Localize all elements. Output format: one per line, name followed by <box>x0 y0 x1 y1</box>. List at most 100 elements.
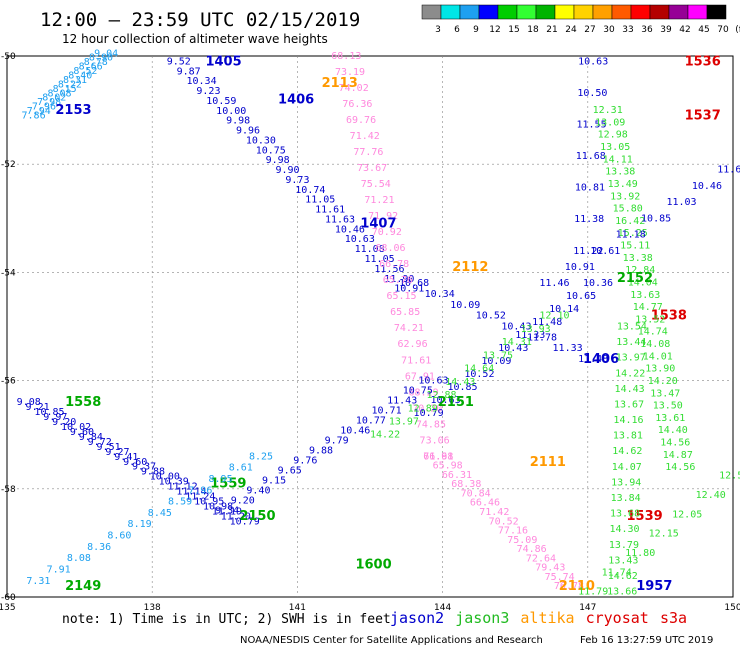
swh-value: 74.21 <box>394 323 424 334</box>
swh-value: 10.74 <box>295 185 325 196</box>
swh-value: 10.59 <box>206 96 236 107</box>
swh-value: 74.02 <box>339 83 369 94</box>
track-1957: 1957 <box>636 579 672 594</box>
swh-value: 11.68 <box>576 151 606 162</box>
swh-value: 14.56 <box>665 462 695 473</box>
swh-value: 10.14 <box>549 304 579 315</box>
swh-value: 10.95 <box>194 496 224 507</box>
swh-value: 10.52 <box>464 369 494 380</box>
colorbar-label: 12 <box>489 25 500 35</box>
swh-value: 7.94 <box>27 106 51 117</box>
swh-value: 8.36 <box>87 542 111 553</box>
pass-label: 2153 <box>55 103 91 118</box>
swh-value: 11.43 <box>387 396 417 407</box>
swh-value: 8.31 <box>63 75 87 86</box>
x-tick-label: 144 <box>434 603 451 613</box>
swh-value: 10.50 <box>577 88 607 99</box>
swh-value: 16.42 <box>615 216 645 227</box>
swh-value: 13.49 <box>608 179 638 190</box>
pass-label: 1538 <box>651 309 687 324</box>
swh-value: 13.61 <box>655 413 685 424</box>
swh-value: 8.61 <box>229 463 253 474</box>
swh-value: 13.67 <box>614 399 644 410</box>
colorbar-swatch <box>516 4 537 20</box>
mission-jason3: jason3 <box>455 609 509 627</box>
swh-value: 8.78 <box>84 57 108 68</box>
swh-value: 10.09 <box>481 356 511 367</box>
swh-value: 76.36 <box>342 99 372 110</box>
swh-value: 12.84 <box>625 265 655 276</box>
swh-value: 10.63 <box>418 376 448 387</box>
swh-value: 10.75 <box>403 386 433 397</box>
swh-value: 13.63 <box>630 290 660 301</box>
pass-label: 1536 <box>685 54 721 69</box>
swh-value: 13.09 <box>595 117 625 128</box>
swh-value: 10.98 <box>203 501 233 512</box>
track-1407: 1407 <box>360 217 396 232</box>
swh-value: 13.94 <box>611 477 641 488</box>
swh-value: 8.60 <box>107 531 131 542</box>
swh-value: 9.65 <box>278 465 302 476</box>
swh-value: 66.98 <box>423 451 453 462</box>
swh-value: 10.43 <box>498 343 528 354</box>
swh-value: 13.47 <box>650 388 680 399</box>
track-1559: 9.349.209.409.159.659.769.889.7910.4610.… <box>210 376 448 517</box>
swh-value: 11.56 <box>374 264 404 275</box>
track-1536: 1536 <box>685 54 721 69</box>
swh-value: 10.68 <box>399 278 429 289</box>
swh-value: 10.39 <box>159 477 189 488</box>
swh-value: 12.10 <box>539 311 569 322</box>
mission-legend: jason2 jason3 altika cryosat s3a <box>390 609 687 627</box>
pass-label: 1407 <box>360 217 396 232</box>
mission-altika: altika <box>520 609 574 627</box>
swh-value: 8.90 <box>89 53 113 64</box>
swh-value: 8.02 <box>42 93 66 104</box>
swh-value: 11.78 <box>527 332 557 343</box>
colorbar-swatch <box>421 4 442 20</box>
pass-label: 2149 <box>65 579 101 594</box>
pass-label: 1957 <box>636 579 672 594</box>
x-tick-label: 147 <box>579 603 596 613</box>
swh-value: 9.88 <box>141 467 165 478</box>
swh-value: 12.55 <box>719 471 740 482</box>
mission-s3a: s3a <box>660 609 687 627</box>
swh-value: 10.77 <box>356 416 386 427</box>
swh-value: 11.63 <box>325 214 355 225</box>
swh-value: 71.61 <box>423 451 453 462</box>
swh-value: 14.31 <box>502 337 532 348</box>
swh-value: 8.25 <box>249 451 273 462</box>
swh-value: 9.87 <box>177 66 201 77</box>
swh-value: 9.37 <box>132 462 156 473</box>
swh-value: 7.98 <box>37 97 61 108</box>
swh-value: 14.43 <box>615 384 645 395</box>
pass-label: 2150 <box>239 509 275 524</box>
swh-value: 11.20 <box>221 511 251 522</box>
swh-value: 10.85 <box>447 382 477 393</box>
swh-value: 11.33 <box>553 343 583 354</box>
swh-value: 14.74 <box>638 327 668 338</box>
track-2152: 12.3113.0912.9813.0514.1113.3813.4913.92… <box>593 105 696 473</box>
swh-value: 10.09 <box>450 300 480 311</box>
chart-title: 12:00 – 23:59 UTC 02/15/2019 <box>40 9 360 31</box>
swh-value: 13.97 <box>389 416 419 427</box>
swh-value: 13.50 <box>653 401 683 412</box>
colorbar-label: 21 <box>546 25 557 35</box>
track-j2-east: 12.4011.6410.4611.0310.8511.1810.6110.91… <box>539 165 740 290</box>
swh-value: 68.13 <box>331 51 361 62</box>
swh-value: 15.80 <box>613 204 643 215</box>
colorbar-label: 30 <box>603 25 615 35</box>
swh-value: 9.79 <box>325 436 349 447</box>
swh-value: 8.66 <box>79 62 103 73</box>
swh-value: 8.45 <box>148 508 172 519</box>
track-1539: 1539 <box>627 509 663 524</box>
colorbar-label: 3 <box>435 25 441 35</box>
swh-value: 9.84 <box>79 432 103 443</box>
colorbar-swatch <box>535 4 556 20</box>
colorbar-label: 70 <box>717 25 729 35</box>
swh-value: 65.85 <box>390 307 420 318</box>
swh-value: 11.79 <box>578 587 608 598</box>
swh-value: 13.92 <box>610 191 640 202</box>
swh-value: 9.21 <box>26 402 50 413</box>
swh-value: 73.67 <box>357 163 387 174</box>
swh-value: 11.38 <box>574 214 604 225</box>
